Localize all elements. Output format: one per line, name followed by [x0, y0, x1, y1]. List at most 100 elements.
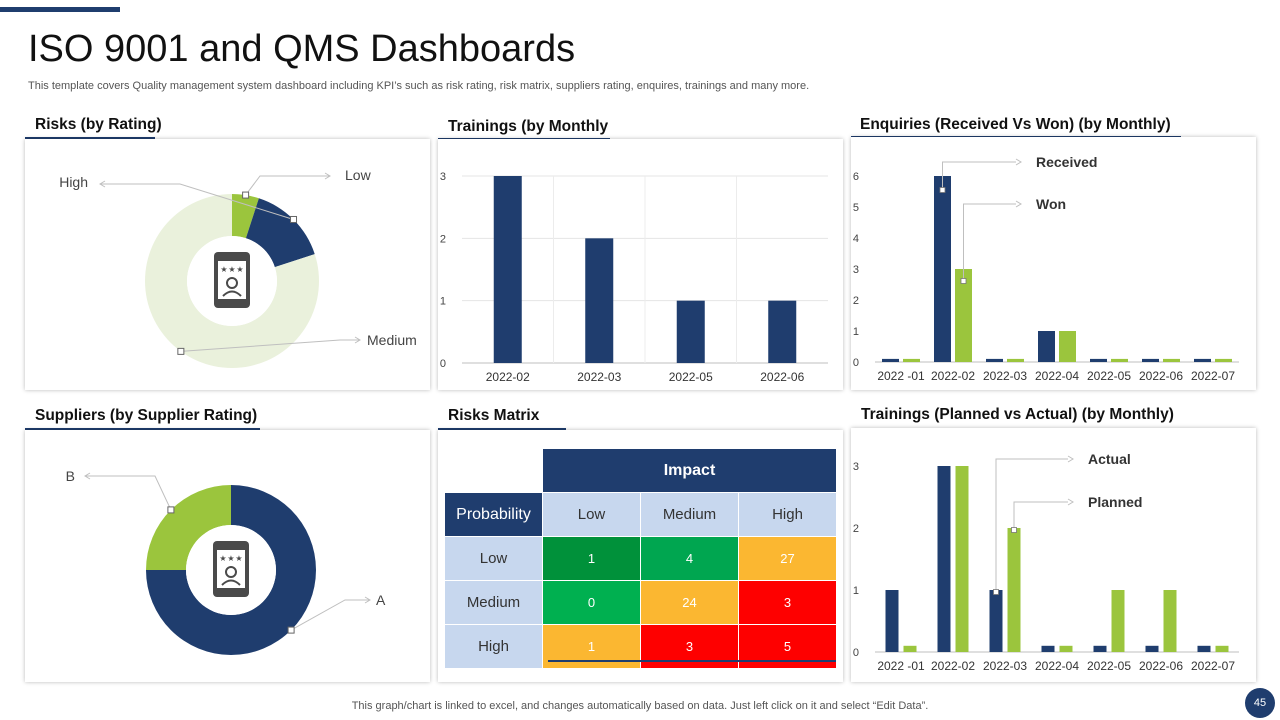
legend-marker [993, 589, 999, 595]
y-tick-label: 5 [853, 202, 859, 214]
x-tick-label: 2022-03 [983, 369, 1027, 383]
x-tick-label: 2022-04 [1035, 369, 1079, 383]
matrix-row-medium: Medium [444, 580, 543, 625]
x-tick-label: 2022-05 [669, 370, 713, 384]
risks-matrix-table: Impact Probability Low Medium High Low 1… [444, 448, 837, 669]
enquiries-panel: 0 1 2 3 4 5 6 2022 -01 2022-02 2022-03 2022-04 2022… [851, 137, 1256, 390]
trainings-planned-title: Trainings (Planned vs Actual) (by Monthl… [861, 406, 1174, 423]
bar [1194, 358, 1211, 362]
label-arrow [364, 596, 371, 604]
enquiries-chart[interactable]: 0 1 2 3 4 5 6 2022 -01 2022-02 2022-03 2022-04 2022… [851, 137, 1256, 390]
bar [885, 590, 899, 652]
y-tick-label: 2 [440, 233, 446, 245]
bar [1090, 358, 1107, 362]
matrix-row-high: High [444, 624, 543, 669]
bar [1038, 331, 1055, 362]
bar [1111, 358, 1128, 362]
label-marker [242, 191, 250, 199]
label-marker [290, 215, 298, 223]
tablet-screen-icon [218, 261, 246, 299]
trainings-planned-chart[interactable]: 0 1 2 3 2022 -01 2022-02 2022-03 2022-04 2022-05… [851, 428, 1256, 682]
slice [146, 485, 316, 655]
matrix-col-medium: Medium [640, 492, 739, 537]
x-tick-label: 2022-07 [1191, 369, 1235, 383]
x-tick-label: 2022-03 [983, 659, 1027, 673]
legend-arrow [1067, 455, 1074, 463]
suppliers-title: Suppliers (by Supplier Rating) [35, 407, 258, 424]
bar [955, 269, 972, 362]
y-tick-label: 3 [853, 461, 859, 473]
user-head-icon [225, 566, 237, 578]
star-icon: ★ [220, 265, 227, 274]
bar [768, 300, 797, 363]
matrix-row-low: Low [444, 536, 543, 581]
bar [1215, 358, 1232, 362]
y-tick-label: 3 [440, 171, 446, 183]
slice-label: A [376, 592, 386, 608]
bar [882, 358, 899, 362]
matrix-cell: 3 [738, 580, 837, 625]
bar [585, 238, 614, 363]
risks-matrix-panel: Impact Probability Low Medium High Low 1… [438, 430, 843, 682]
user-body-icon [221, 579, 241, 586]
label-arrow [99, 180, 106, 188]
bar [1111, 590, 1125, 652]
bar [986, 358, 1003, 362]
legend-leader [963, 203, 1016, 281]
x-tick-label: 2022-07 [1191, 659, 1235, 673]
page-number-badge: 45 [1245, 688, 1275, 718]
trainings-monthly-panel: 0 1 2 3 2022-02 2022-03 2022-05 2022-06 [438, 139, 843, 390]
matrix-cell: 27 [738, 536, 837, 581]
x-tick-label: 2022-06 [1139, 369, 1183, 383]
risks-matrix-title: Risks Matrix [448, 407, 540, 424]
slice [232, 194, 259, 239]
page-title: ISO 9001 and QMS Dashboards [28, 28, 576, 70]
x-tick-label: 2022-02 [486, 370, 530, 384]
star-icon: ★ [228, 265, 235, 274]
legend-arrow [1067, 498, 1074, 506]
x-tick-label: 2022-04 [1035, 659, 1079, 673]
label-leader [180, 339, 360, 352]
matrix-cell: 1 [542, 536, 641, 581]
user-head-icon [226, 277, 238, 289]
matrix-impact-header: Impact [542, 448, 837, 493]
legend-leader [942, 161, 1016, 190]
bar [493, 176, 522, 363]
slice [245, 198, 315, 268]
suppliers-underline [25, 428, 260, 430]
bar [1059, 645, 1073, 652]
bar [903, 358, 920, 362]
matrix-corner [444, 448, 543, 493]
top-accent-bar [0, 7, 120, 12]
matrix-col-high: High [738, 492, 837, 537]
legend-marker [960, 278, 967, 284]
y-tick-label: 2 [853, 295, 859, 307]
trainings-planned-panel: 0 1 2 3 2022 -01 2022-02 2022-03 2022-04 2022-05… [851, 428, 1256, 682]
label-marker [177, 347, 185, 355]
y-tick-label: 1 [853, 326, 859, 338]
legend-marker [1011, 527, 1017, 533]
trainings-monthly-chart[interactable]: 0 1 2 3 2022-02 2022-03 2022-05 2022-06 [438, 139, 843, 390]
bar [955, 466, 969, 652]
x-tick-label: 2022-06 [1139, 659, 1183, 673]
page-subtitle: This template covers Quality management … [28, 80, 810, 92]
bar [1007, 528, 1021, 652]
slice [146, 485, 231, 570]
star-icon: ★ [236, 265, 243, 274]
bar [1163, 358, 1180, 362]
suppliers-chart[interactable]: ★ ★ ★AB [25, 430, 430, 682]
bar [1093, 645, 1107, 652]
x-tick-label: 2022-05 [1087, 369, 1131, 383]
y-tick-label: 1 [440, 296, 446, 308]
legend-marker [939, 187, 946, 193]
y-tick-label: 4 [853, 233, 859, 245]
label-arrow [84, 472, 91, 480]
bar [1163, 590, 1177, 652]
star-icon: ★ [235, 554, 242, 563]
label-leader [85, 475, 172, 511]
y-tick-label: 1 [853, 585, 859, 597]
bar [1059, 331, 1076, 362]
bar [1197, 645, 1211, 652]
label-leader [100, 183, 294, 220]
